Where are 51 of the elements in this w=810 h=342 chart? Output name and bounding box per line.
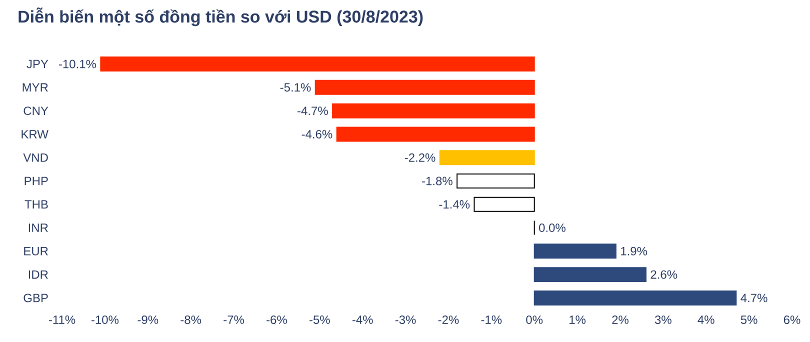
x-tick-label: -5% — [310, 316, 330, 324]
bar — [534, 244, 616, 259]
data-label: -1.4% — [439, 200, 470, 209]
x-tick-label: 6% — [784, 316, 800, 324]
x-tick-label: 4% — [698, 316, 714, 324]
y-tick-label: EUR — [24, 246, 48, 256]
bar — [534, 267, 646, 282]
bar — [314, 80, 535, 95]
bar — [332, 103, 535, 118]
x-tick-label: -1% — [481, 316, 502, 324]
x-tick-label: -3% — [395, 316, 416, 324]
bar — [439, 150, 535, 166]
bar — [100, 56, 535, 72]
y-tick-label: JPY — [26, 60, 48, 68]
bar — [534, 290, 737, 306]
y-tick-label: KRW — [22, 130, 48, 138]
x-tick-label: -4% — [352, 316, 373, 324]
chart-title: Diễn biến một số đồng tiền so với USD (30/8/2023) — [18, 8, 423, 26]
y-tick-label: CNY — [24, 106, 48, 116]
x-tick-label: -11% — [48, 316, 76, 324]
x-tick-label: -7% — [224, 316, 244, 324]
data-label: -4.7% — [298, 106, 328, 116]
x-tick-label: -8% — [180, 316, 202, 324]
x-tick-label: 0% — [526, 316, 543, 324]
x-tick-label: -9% — [138, 316, 158, 324]
data-label: -10.1% — [58, 60, 96, 68]
data-label: -5.1% — [280, 83, 311, 92]
x-tick-label: -2% — [438, 316, 459, 324]
y-tick-label: PHP — [24, 176, 48, 186]
y-tick-label: VND — [23, 153, 48, 162]
data-label: 2.6% — [650, 270, 678, 279]
data-label: 0.0% — [539, 224, 566, 232]
x-tick-label: -10% — [91, 316, 119, 324]
x-tick-label: 3% — [654, 316, 672, 324]
x-tick-label: 2% — [612, 316, 628, 324]
bar — [456, 173, 535, 188]
data-label: 1.9% — [621, 246, 648, 256]
x-tick-label: 5% — [740, 316, 758, 324]
y-tick-label: INR — [28, 224, 48, 232]
data-label: 4.7% — [740, 294, 768, 302]
bar — [336, 126, 535, 142]
data-label: -2.2% — [404, 153, 436, 162]
x-tick-label: -6% — [266, 316, 287, 324]
x-tick-label: 1% — [570, 316, 586, 324]
data-label: -4.6% — [302, 130, 332, 138]
y-tick-label: THB — [24, 200, 48, 209]
data-label: -1.8% — [422, 176, 452, 186]
y-tick-label: IDR — [28, 270, 48, 279]
y-tick-label: MYR — [22, 83, 48, 92]
y-tick-label: GBP — [24, 294, 48, 302]
bar — [474, 196, 535, 212]
